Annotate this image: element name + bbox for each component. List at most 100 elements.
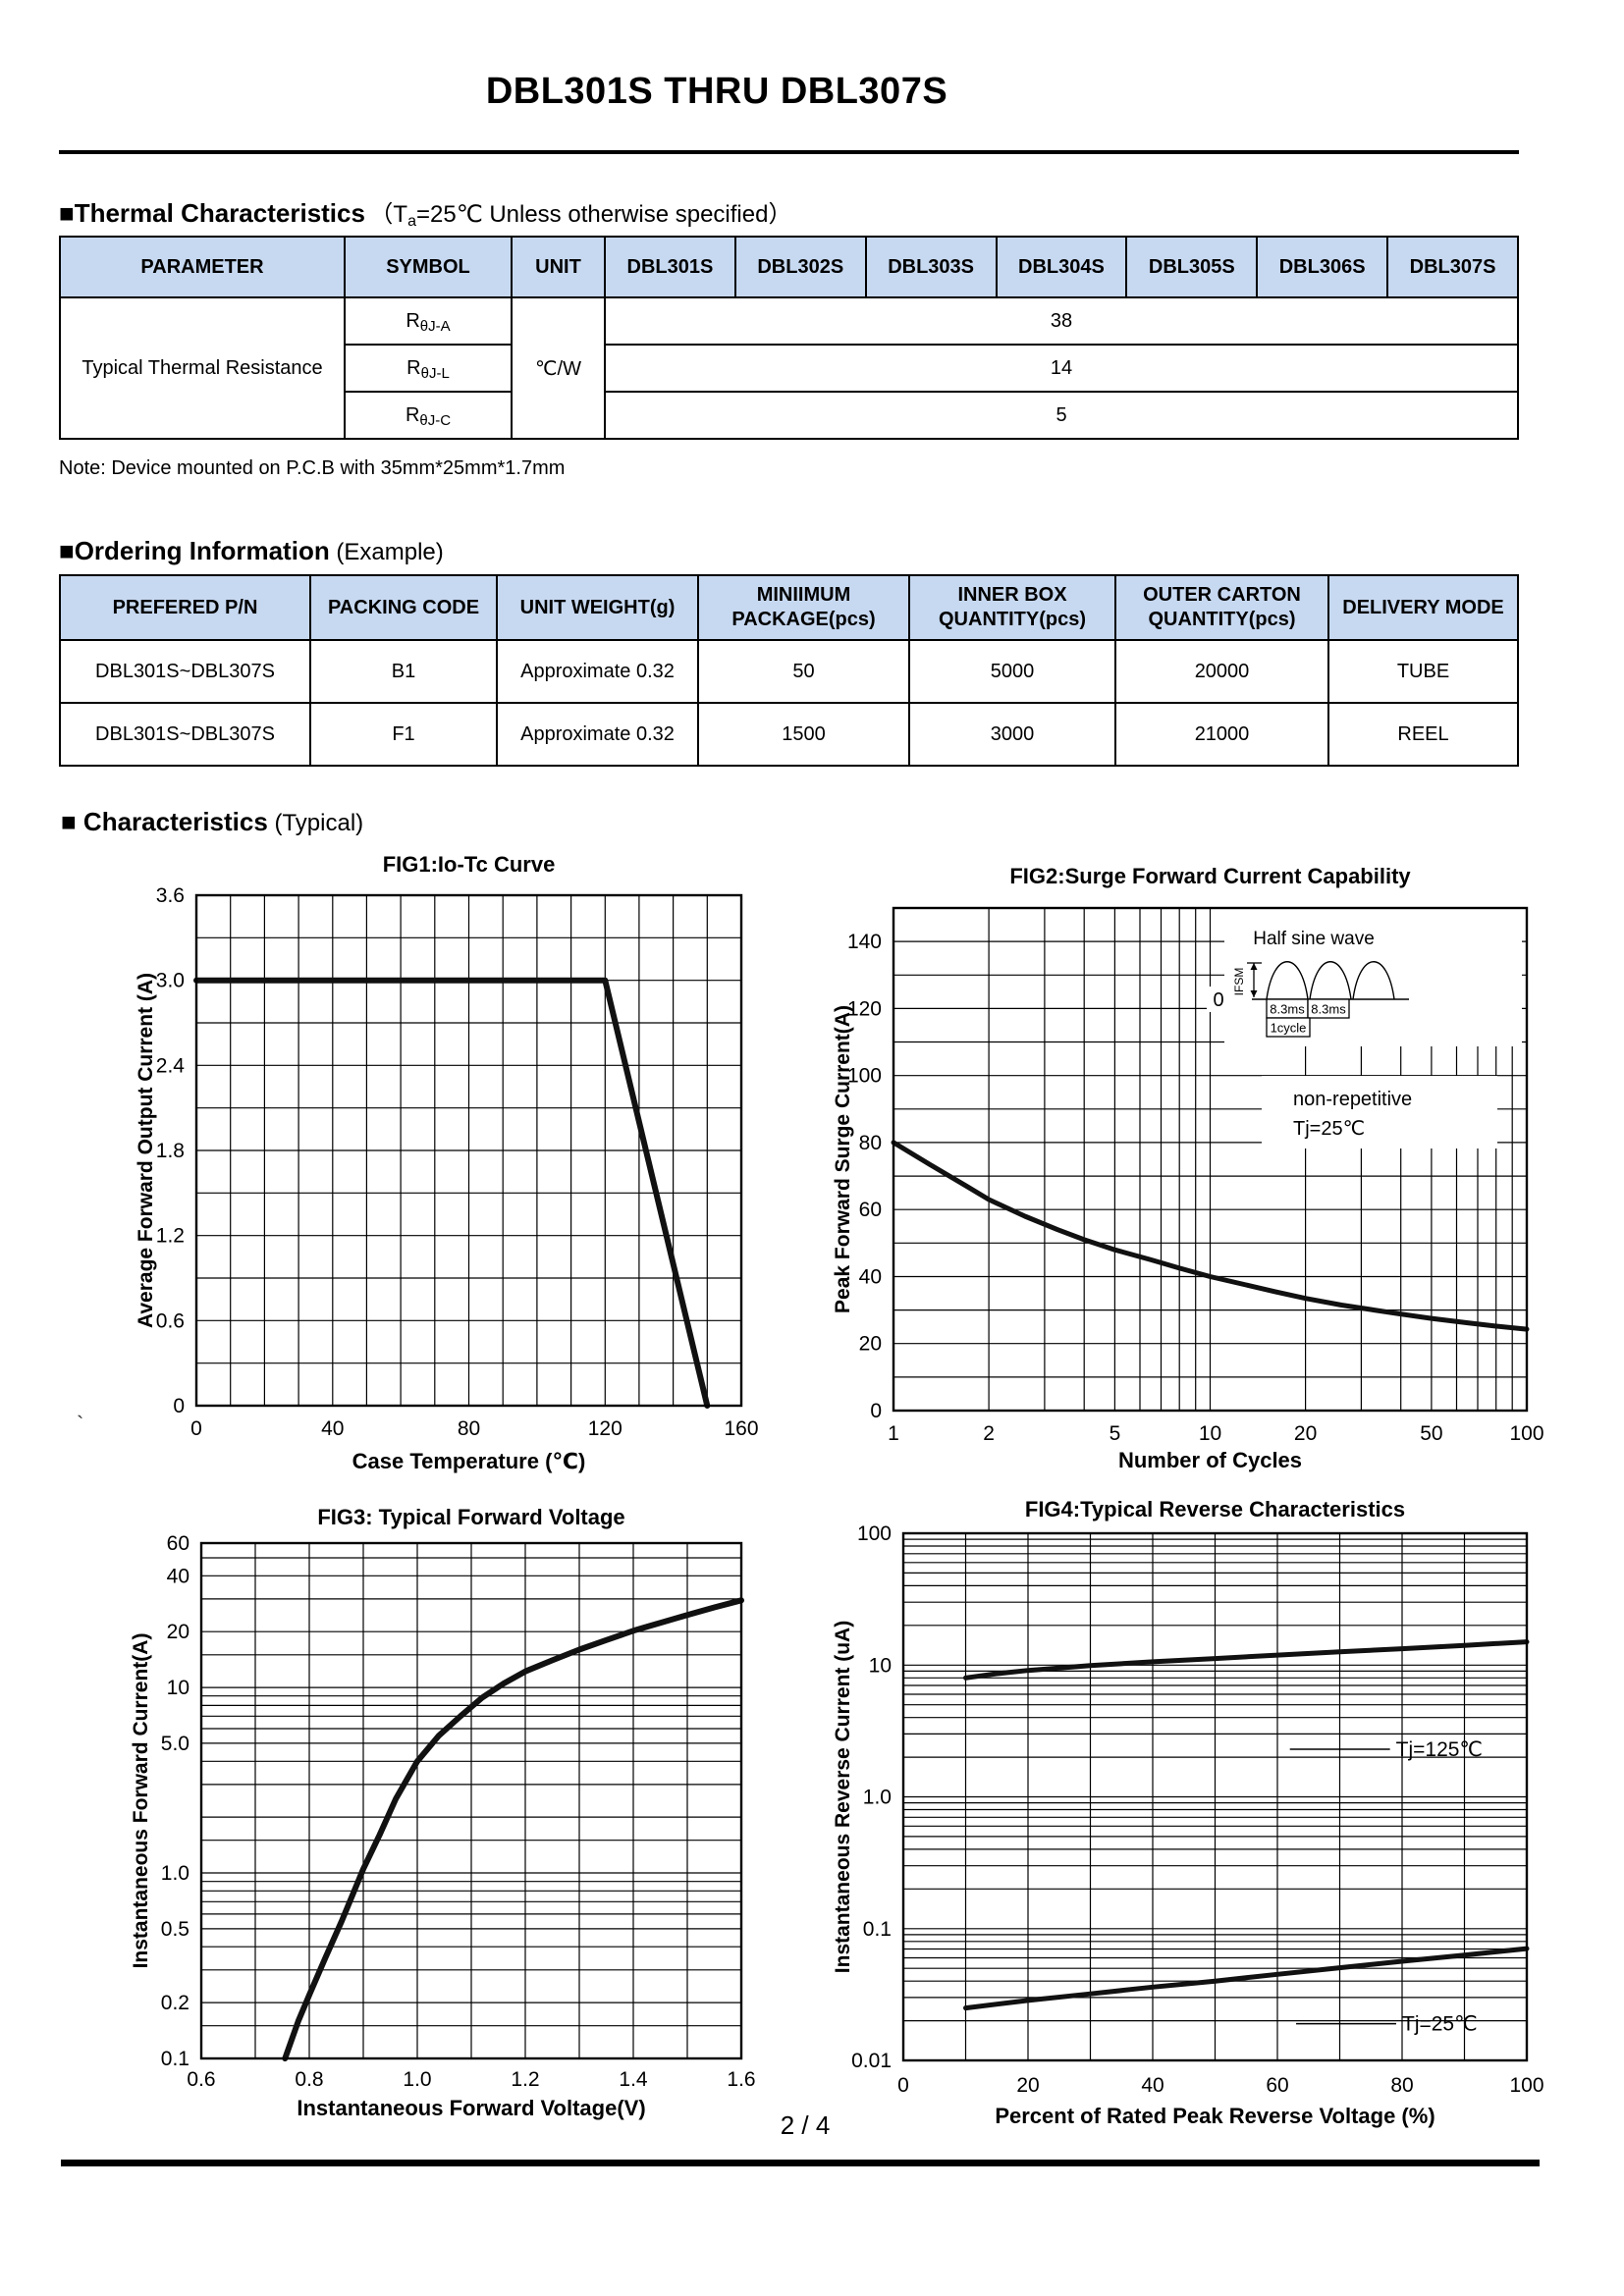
stray-mark: ` [77,1412,84,1436]
th-unit: UNIT [511,236,606,298]
cell-packing-1: B1 [309,639,498,704]
cell-outercarton-1: 20000 [1114,639,1329,704]
fig2-y-tick: 120 [847,997,882,1020]
cell-value-rja: 38 [604,296,1519,346]
fig1-y-tick: 1.2 [156,1225,185,1248]
fig1-plot-border [194,893,743,1408]
fig1-x-tick: 0 [190,1417,202,1440]
fig2-title: FIG2:Surge Forward Current Capability [1009,864,1411,888]
fig2-y-tick: 0 [870,1400,882,1422]
cell-weight-2: Approximate 0.32 [496,702,699,767]
fig2-plot-border [892,906,1529,1413]
footer-rule [61,2160,1540,2166]
fig1-x-tick: 120 [588,1417,623,1440]
characteristics-heading-suffix: (Typical) [267,810,364,836]
fig2-x-tick: 50 [1420,1422,1442,1445]
cell-innerbox-2: 3000 [908,702,1116,767]
fig4-ylabel: Instantaneous Reverse Current (uA) [832,1621,854,1973]
fig3-forward-voltage-chart: 0.6 0.8 1.0 1.2 1.4 1.6 60 40 20 10 5.0 1.0 0.5 0.2 0.… [54,1497,800,2189]
th-dbl302s: DBL302S [733,236,867,298]
fig2-x-tick: 10 [1199,1422,1221,1445]
fig1-ylabel: Average Forward Output Current (A) [135,973,157,1328]
inset-title: Half sine wave [1253,929,1375,949]
fig3-y-tick: 0.2 [161,1992,189,2014]
fig3-title: FIG3: Typical Forward Voltage [317,1505,624,1529]
fig3-y-tick: 5.0 [161,1733,189,1755]
cond-subscript: a [407,213,416,230]
fig3-y-tick: 20 [167,1621,189,1643]
fig4-x-tick: 60 [1266,2074,1288,2097]
fig4-y-tick: 100 [857,1522,892,1545]
fig3-x-tick: 1.2 [511,2068,539,2091]
title-underline [59,150,1519,154]
fig1-grid [195,894,742,1407]
ordering-heading: ■Ordering Information (Example) [59,536,444,566]
th-prefered-pn: PREFERED P/N [59,574,311,641]
cell-packing-2: F1 [309,702,498,767]
fig3-ylabel: Instantaneous Forward Current(A) [130,1633,152,1969]
ordering-heading-title: ■Ordering Information [59,536,330,565]
fig2-x-tick: 5 [1110,1422,1121,1445]
fig2-y-tick: 60 [859,1199,882,1221]
fig2-x-tick: 1 [888,1422,899,1445]
fig1-xlabel: Case Temperature (℃) [352,1449,586,1473]
fig4-svg: 0 20 40 60 80 100 100 10 1.0 0.1 0.01 FIG4:Typical … [832,1497,1544,2128]
fig4-x-tick: 100 [1509,2074,1543,2097]
sym-sub: θJ-L [420,364,450,382]
sym-sub: θJ-A [419,317,451,335]
cell-parameter: Typical Thermal Resistance [59,296,346,440]
fig3-y-tick: 1.0 [161,1862,189,1885]
cell-pn-2: DBL301S~DBL307S [59,702,311,767]
fig1-y-tick: 0 [173,1395,185,1417]
fig4-curve-tj125 [963,1639,1530,1681]
ifsm-label: IFSM [1232,968,1246,996]
sym-sub: θJ-C [419,411,452,429]
fig4-title: FIG4:Typical Reverse Characteristics [1025,1497,1405,1522]
cell-symbol-rjl: RθJ-L [344,344,513,393]
cycle-label: 1cycle [1271,1021,1307,1036]
fig1-io-tc-curve-chart: 0 40 80 120 160 0 0.6 1.2 1.8 2.4 3.0 3.6 FIG1:Io-Tc… [54,834,800,1526]
fig1-x-tick: 80 [458,1417,480,1440]
fig3-x-tick: 1.0 [403,2068,431,2091]
page-number: 2 / 4 [780,2110,831,2140]
cond-rest: =25℃ Unless otherwise specified） [415,201,792,228]
fig2-x-tick: 20 [1294,1422,1317,1445]
sym-base: R [406,309,420,332]
th-dbl301s: DBL301S [604,236,736,298]
sym-base: R [405,403,420,426]
fig4-x-tick: 80 [1390,2074,1413,2097]
fig1-x-tick: 160 [724,1417,758,1440]
th-dbl304s: DBL304S [995,236,1128,298]
ordering-row-tube: DBL301S~DBL307S B1 Approximate 0.32 50 5… [59,639,1519,704]
ms2-label: 8.3ms [1311,1002,1346,1017]
fig3-curve-vf [282,1597,744,2061]
fig2-surge-current-chart: Half sine wave IFSM 8.3ms 8.3ms 1cycle 0 non-r… [830,834,1586,1526]
fig1-y-tick: 3.6 [156,884,185,907]
cell-unit: ℃/W [511,296,606,440]
fig3-x-tick: 1.4 [619,2068,648,2091]
cell-pn-1: DBL301S~DBL307S [59,639,311,704]
fig2-ylabel: Peak Forward Surge Current(A) [832,1005,854,1313]
fig2-y-tick: 40 [859,1265,882,1288]
th-packing-code: PACKING CODE [309,574,498,641]
fig4-y-tick: 10 [869,1654,892,1677]
ordering-row-reel: DBL301S~DBL307S F1 Approximate 0.32 1500… [59,702,1519,767]
th-symbol: SYMBOL [344,236,513,298]
fig4-y-tick: 0.1 [863,1918,892,1941]
fig2-x-tick: 100 [1509,1422,1543,1445]
fig3-y-tick: 60 [167,1532,189,1555]
th-min-package: MINIIMUM PACKAGE(pcs) [697,574,910,641]
th-dbl306s: DBL306S [1256,236,1389,298]
thermal-row-rja: Typical Thermal Resistance RθJ-A ℃/W 38 [59,296,1519,440]
fig4-x-tick: 40 [1141,2074,1164,2097]
fig2-x-tick: 2 [983,1422,995,1445]
thermal-row-rjl: RθJ-L 14 [60,344,1519,393]
fig3-x-tick: 0.8 [295,2068,323,2091]
cell-delivery-2: REEL [1327,702,1519,767]
sym-base: R [406,356,421,379]
cell-value-rjc: 5 [604,391,1519,440]
fig1-title: FIG1:Io-Tc Curve [383,852,556,877]
ordering-heading-suffix: (Example) [329,539,444,565]
fig3-y-tick: 10 [167,1677,189,1699]
fig4-x-tick: 0 [897,2074,909,2097]
